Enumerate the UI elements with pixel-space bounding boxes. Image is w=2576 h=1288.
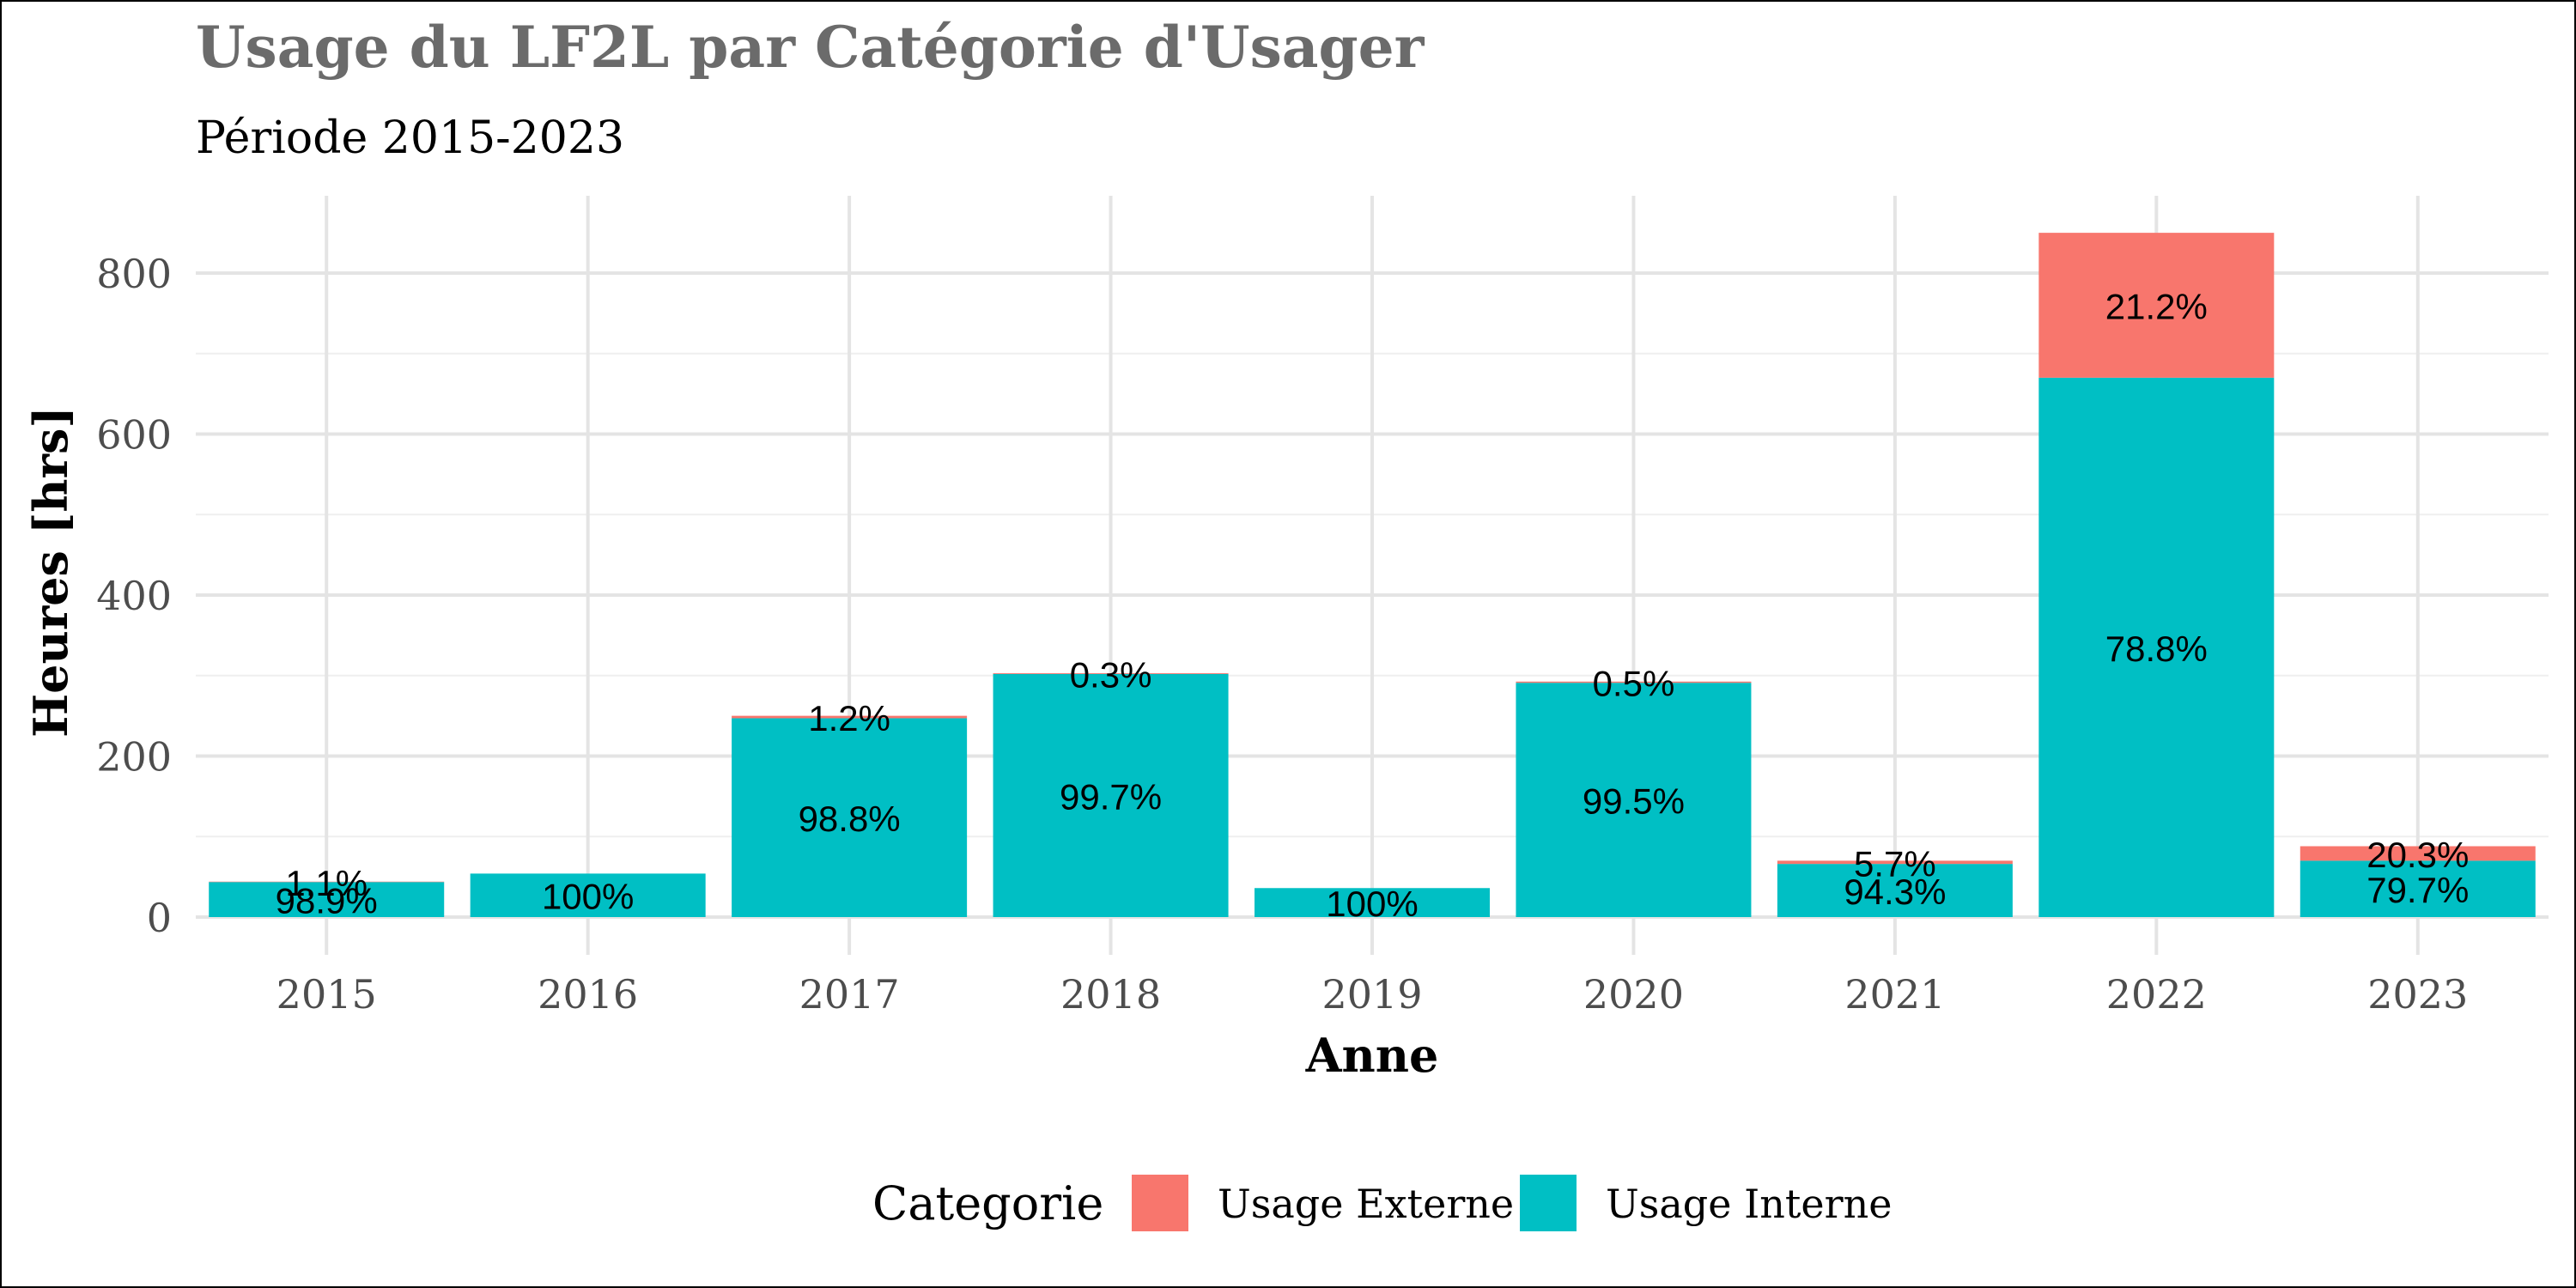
x-tick-label: 2015 [276,971,377,1018]
y-axis-ticks: 0 200 400 600 800 [96,251,172,941]
legend-label-usage-interne: Usage Interne [1606,1181,1892,1227]
legend-title: Categorie [872,1176,1103,1230]
bar-usage-interne-2020 [1516,683,1752,917]
bar-label-usage-externe-2015: 1.1% [285,863,368,903]
bar-label-usage-interne-2017: 98.8% [799,799,901,839]
bar-label-usage-externe-2022: 21.2% [2105,287,2208,327]
x-tick-label: 2021 [1844,971,1945,1018]
bar-usage-interne-2015 [209,882,445,917]
bar-usage-externe-2018 [993,672,1229,674]
x-tick-label: 2022 [2106,971,2207,1018]
x-tick-label: 2023 [2367,971,2468,1018]
bar-usage-interne-2016 [470,873,706,917]
bar-usage-externe-2022 [2038,233,2275,378]
legend-swatch-usage-interne [1520,1175,1577,1231]
bar-marks [209,233,2536,917]
chart-title: Usage du LF2L par Catégorie d'Usager [196,14,1425,81]
bar-label-usage-externe-2021: 5.7% [1854,843,1936,884]
x-tick-label: 2020 [1583,971,1684,1018]
bar-usage-interne-2021 [1777,864,2013,917]
bar-usage-interne-2022 [2038,377,2275,917]
bar-label-usage-interne-2018: 99.7% [1060,776,1162,817]
bar-usage-externe-2021 [1777,860,2013,865]
bar-usage-externe-2017 [732,715,968,719]
y-tick-label: 600 [96,412,172,459]
y-tick-label: 200 [96,734,172,781]
bar-label-usage-externe-2017: 1.2% [808,698,890,738]
y-tick-label: 0 [147,895,172,941]
bar-label-usage-interne-2020: 99.5% [1583,781,1685,822]
x-axis-label: Anne [1305,1028,1439,1083]
bar-label-usage-interne-2015: 98.9% [276,881,378,921]
x-tick-label: 2016 [538,971,638,1018]
bar-usage-interne-2018 [993,673,1229,917]
bar-label-usage-externe-2023: 20.3% [2366,835,2469,875]
legend-swatch-usage-externe [1132,1175,1188,1231]
legend: Categorie Usage Externe Usage Interne [872,1175,1892,1231]
bar-label-usage-interne-2019: 100% [1326,884,1418,924]
x-tick-label: 2019 [1321,971,1422,1018]
bar-usage-interne-2023 [2300,860,2536,917]
y-axis-label: Heures [hrs] [23,406,78,738]
bar-label-usage-interne-2023: 79.7% [2366,870,2469,910]
x-tick-label: 2017 [799,971,900,1018]
bar-usage-externe-2023 [2300,846,2536,861]
bar-label-usage-externe-2020: 0.5% [1593,663,1675,703]
y-tick-label: 400 [96,573,172,619]
x-axis-ticks: 2015 2016 2017 2018 2019 2020 2021 2022 2023 [276,971,2469,1018]
bar-usage-externe-2015 [209,881,445,883]
x-tick-label: 2018 [1060,971,1161,1018]
bar-label-usage-externe-2018: 0.3% [1070,654,1152,695]
bar-usage-interne-2017 [732,718,968,917]
bar-usage-externe-2020 [1516,681,1752,683]
y-tick-label: 800 [96,251,172,297]
chart-subtitle: Période 2015-2023 [196,112,624,164]
legend-label-usage-externe: Usage Externe [1218,1181,1514,1227]
bar-usage-interne-2019 [1255,888,1490,917]
bar-label-usage-interne-2021: 94.3% [1844,872,1946,912]
bar-percent-labels: 98.9%1.1% 100% 98.8% 1.2% 99.7% 0.3% 100% 99.5%… [276,287,2470,925]
bar-label-usage-interne-2016: 100% [542,877,634,917]
bar-label-usage-interne-2022: 78.8% [2105,629,2208,669]
